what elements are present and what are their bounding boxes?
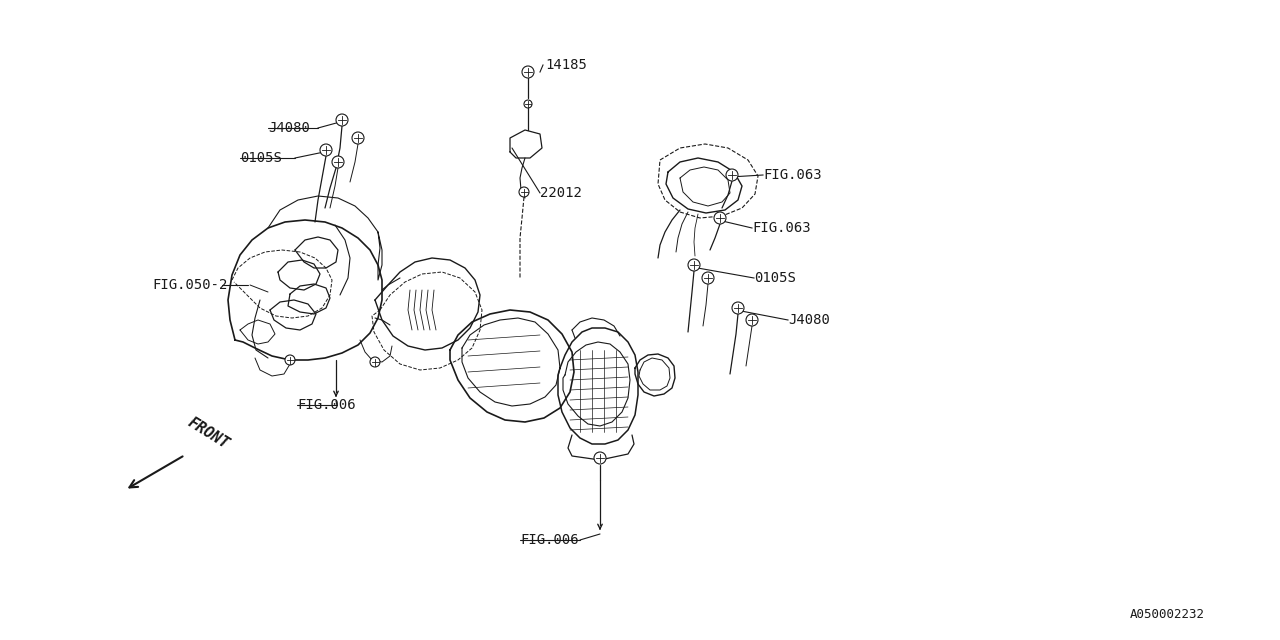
Circle shape bbox=[285, 355, 294, 365]
Circle shape bbox=[701, 272, 714, 284]
Circle shape bbox=[335, 114, 348, 126]
Text: FIG.063: FIG.063 bbox=[753, 221, 810, 235]
Circle shape bbox=[320, 144, 332, 156]
Circle shape bbox=[714, 212, 726, 224]
Circle shape bbox=[518, 187, 529, 197]
Text: FRONT: FRONT bbox=[186, 415, 232, 452]
Circle shape bbox=[524, 100, 532, 108]
Circle shape bbox=[370, 357, 380, 367]
Circle shape bbox=[594, 452, 605, 464]
Text: FIG.050-2: FIG.050-2 bbox=[152, 278, 228, 292]
Text: J4080: J4080 bbox=[268, 121, 310, 135]
Circle shape bbox=[352, 132, 364, 144]
Text: 22012: 22012 bbox=[540, 186, 582, 200]
Circle shape bbox=[746, 314, 758, 326]
Text: 0105S: 0105S bbox=[241, 151, 282, 165]
Text: FIG.006: FIG.006 bbox=[520, 533, 579, 547]
Text: FIG.063: FIG.063 bbox=[763, 168, 822, 182]
Text: 0105S: 0105S bbox=[754, 271, 796, 285]
Circle shape bbox=[732, 302, 744, 314]
Text: 14185: 14185 bbox=[545, 58, 586, 72]
Text: A050002232: A050002232 bbox=[1130, 609, 1204, 621]
Text: J4080: J4080 bbox=[788, 313, 829, 327]
Circle shape bbox=[332, 156, 344, 168]
Text: FIG.006: FIG.006 bbox=[297, 398, 356, 412]
Circle shape bbox=[689, 259, 700, 271]
Circle shape bbox=[522, 66, 534, 78]
Circle shape bbox=[726, 169, 739, 181]
